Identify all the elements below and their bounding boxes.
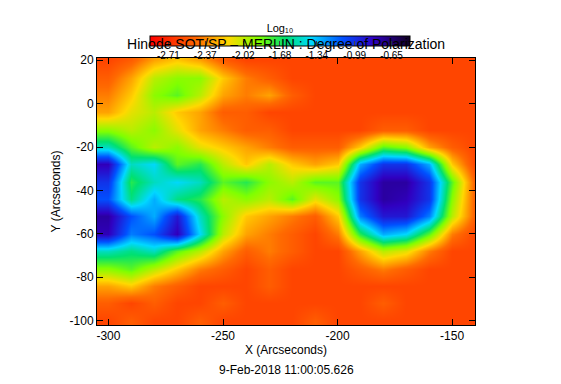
svg-text:-300: -300 <box>96 329 120 343</box>
svg-text:-1.34: -1.34 <box>305 50 328 61</box>
svg-text:Y (Arcseconds): Y (Arcseconds) <box>49 151 63 233</box>
svg-text:-150: -150 <box>440 329 464 343</box>
svg-text:-60: -60 <box>76 227 94 241</box>
svg-text:20: 20 <box>80 53 94 67</box>
svg-text:X (Arcseconds): X (Arcseconds) <box>245 343 327 357</box>
svg-text:-1.68: -1.68 <box>269 50 292 61</box>
svg-text:-20: -20 <box>76 140 94 154</box>
svg-text:-100: -100 <box>70 314 94 328</box>
svg-text:Hinode SOT/SP – MERLIN : Degre: Hinode SOT/SP – MERLIN : Degree of Polar… <box>127 36 445 52</box>
svg-text:-2.37: -2.37 <box>194 50 217 61</box>
svg-text:-0.65: -0.65 <box>380 50 403 61</box>
svg-text:-0.99: -0.99 <box>343 50 366 61</box>
svg-text:-40: -40 <box>76 184 94 198</box>
svg-text:9-Feb-2018 11:00:05.626: 9-Feb-2018 11:00:05.626 <box>219 363 354 377</box>
svg-text:-80: -80 <box>76 270 94 284</box>
svg-text:-250: -250 <box>211 329 235 343</box>
svg-text:-2.71: -2.71 <box>157 50 180 61</box>
svg-text:-200: -200 <box>326 329 350 343</box>
svg-text:Log₁₀: Log₁₀ <box>267 22 294 34</box>
svg-text:-2.02: -2.02 <box>232 50 255 61</box>
svg-text:0: 0 <box>87 97 94 111</box>
